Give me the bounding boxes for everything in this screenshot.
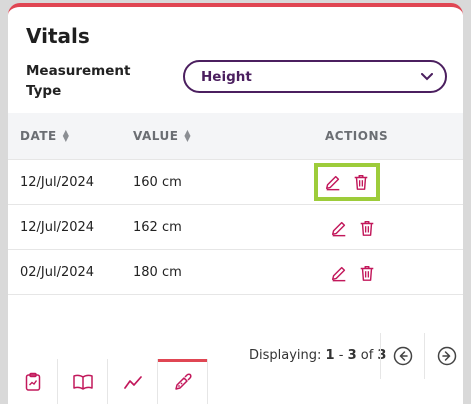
trend-line-icon xyxy=(123,375,142,389)
row-actions xyxy=(314,163,380,201)
sort-icon: ▲ ▼ xyxy=(184,128,192,143)
column-header-value[interactable]: VALUE ▲ ▼ xyxy=(133,128,192,144)
pagination-end: 3 xyxy=(347,348,357,363)
edit-icon[interactable] xyxy=(330,264,348,282)
row-date: 12/Jul/2024 xyxy=(20,175,95,190)
measurement-type-label: Measurement Type xyxy=(26,63,131,99)
table-header: DATE ▲ ▼ VALUE ▲ ▼ ACTIONS xyxy=(8,113,463,160)
tab-trends[interactable] xyxy=(108,359,158,404)
column-header-date[interactable]: DATE ▲ ▼ xyxy=(20,128,70,144)
arrow-right-circle-icon xyxy=(437,346,457,366)
pagination-prefix: Displaying: xyxy=(249,348,326,363)
chevron-down-icon xyxy=(421,72,433,80)
table-row: 12/Jul/2024 160 cm xyxy=(8,160,463,205)
dropper-icon xyxy=(174,373,192,390)
pagination-of: of xyxy=(356,348,378,363)
trash-icon[interactable] xyxy=(352,173,370,191)
clipboard-chart-icon xyxy=(25,372,40,391)
row-value: 180 cm xyxy=(133,265,182,280)
sort-icon: ▲ ▼ xyxy=(62,128,70,143)
trash-icon[interactable] xyxy=(358,219,376,237)
row-value: 162 cm xyxy=(133,220,182,235)
pagination-start: 1 xyxy=(325,348,335,363)
pagination-total: 3 xyxy=(377,348,387,363)
edit-icon[interactable] xyxy=(330,219,348,237)
measurement-type-select[interactable]: Height xyxy=(183,60,447,93)
pagination-status: Displaying: 1 - 3 of 3 xyxy=(249,348,386,363)
measurement-type-value: Height xyxy=(201,68,252,85)
row-actions xyxy=(322,213,384,243)
next-page-button[interactable] xyxy=(424,333,463,379)
table-row: 02/Jul/2024 180 cm xyxy=(8,250,463,295)
column-header-actions-label: ACTIONS xyxy=(325,129,389,143)
row-actions xyxy=(322,258,384,288)
page-title: Vitals xyxy=(26,24,90,48)
vitals-card: Vitals Measurement Type Height DATE ▲ ▼ V… xyxy=(8,3,463,404)
row-date: 02/Jul/2024 xyxy=(20,265,95,280)
tab-vitals-report[interactable] xyxy=(8,359,58,404)
arrow-left-circle-icon xyxy=(393,346,413,366)
edit-icon[interactable] xyxy=(324,173,342,191)
column-header-value-label: VALUE xyxy=(133,129,179,143)
bottom-tab-bar xyxy=(8,359,208,404)
column-header-date-label: DATE xyxy=(20,129,57,143)
table-row: 12/Jul/2024 162 cm xyxy=(8,205,463,250)
row-value: 160 cm xyxy=(133,175,182,190)
column-header-actions: ACTIONS xyxy=(325,129,388,143)
row-date: 12/Jul/2024 xyxy=(20,220,95,235)
trash-icon[interactable] xyxy=(358,264,376,282)
book-icon xyxy=(72,374,93,390)
previous-page-button[interactable] xyxy=(380,333,425,379)
tab-vitals[interactable] xyxy=(158,359,208,404)
tab-journal[interactable] xyxy=(58,359,108,404)
pagination-dash: - xyxy=(334,348,348,363)
